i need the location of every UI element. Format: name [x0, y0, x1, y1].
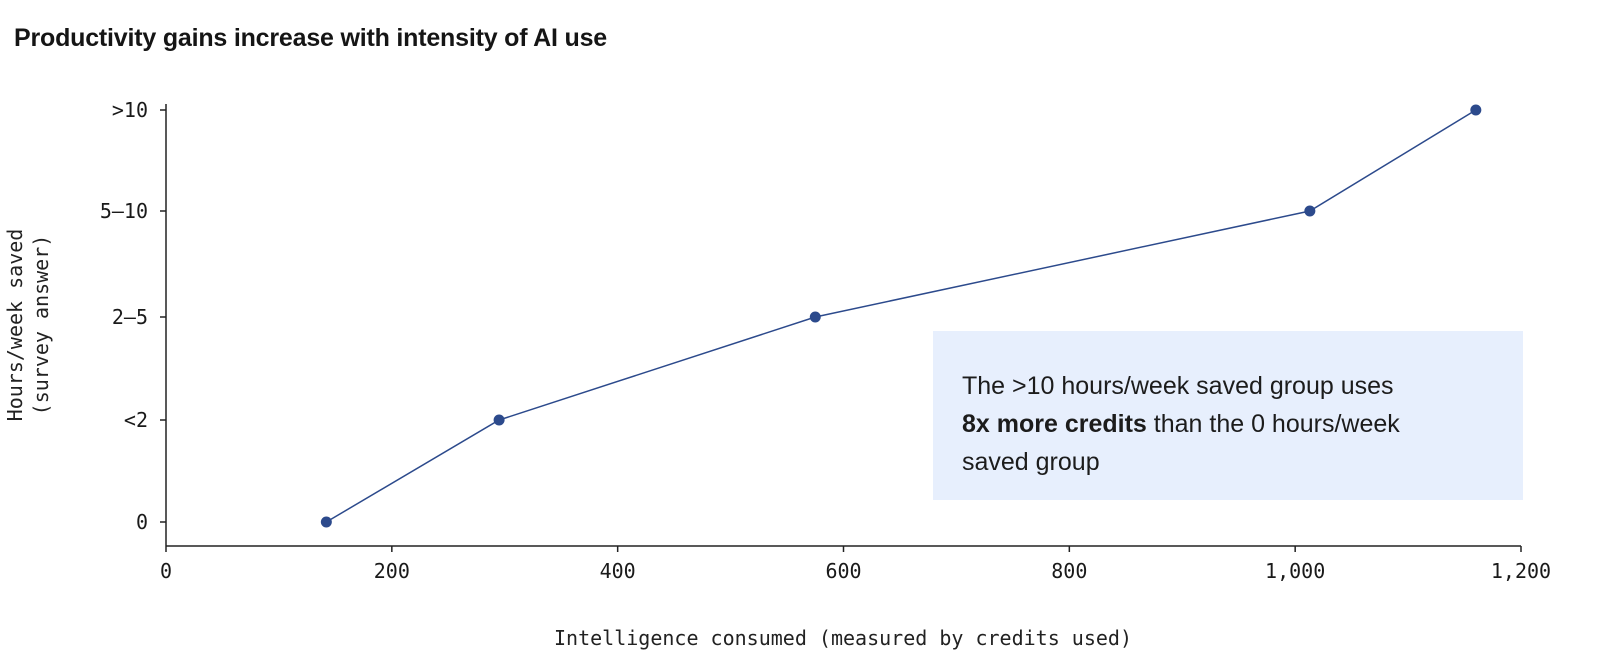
y-tick-label: 5–10 [100, 199, 148, 223]
data-point [493, 414, 505, 426]
x-tick-label: 800 [1051, 559, 1087, 583]
y-tick-label: <2 [124, 408, 148, 432]
x-tick-label: 1,000 [1265, 559, 1325, 583]
annotation-line-1: The >10 hours/week saved group uses [962, 372, 1394, 400]
chart-title: Productivity gains increase with intensi… [14, 24, 607, 52]
data-point [1470, 104, 1482, 116]
data-point [320, 516, 332, 528]
x-tick-label: 0 [160, 559, 172, 583]
data-point [1304, 205, 1316, 217]
annotation-callout: The >10 hours/week saved group uses 8x m… [933, 331, 1523, 500]
annotation-line-2-rest: than the 0 hours/week [1146, 410, 1400, 438]
data-point [809, 311, 821, 323]
x-ticks: 0 200 400 600 800 1,000 1,200 [160, 546, 1551, 583]
y-tick-label: 0 [136, 510, 148, 534]
x-tick-label: 1,200 [1491, 559, 1551, 583]
y-axis-label-line-1: Hours/week saved [3, 229, 27, 422]
annotation-highlight: 8x more credits [962, 410, 1147, 438]
x-tick-label: 200 [374, 559, 410, 583]
x-tick-label: 400 [600, 559, 636, 583]
x-tick-label: 600 [825, 559, 861, 583]
annotation-line-3: saved group [962, 448, 1100, 476]
y-axis-label-line-2: (survey answer) [29, 235, 53, 416]
y-tick-label: 2–5 [112, 305, 148, 329]
x-axis-label: Intelligence consumed (measured by credi… [554, 626, 1132, 650]
y-tick-label: >10 [112, 98, 148, 122]
data-points [320, 104, 1482, 528]
y-ticks: 0 <2 2–5 5–10 >10 [100, 98, 166, 534]
y-axis-label: Hours/week saved (survey answer) [3, 229, 53, 422]
